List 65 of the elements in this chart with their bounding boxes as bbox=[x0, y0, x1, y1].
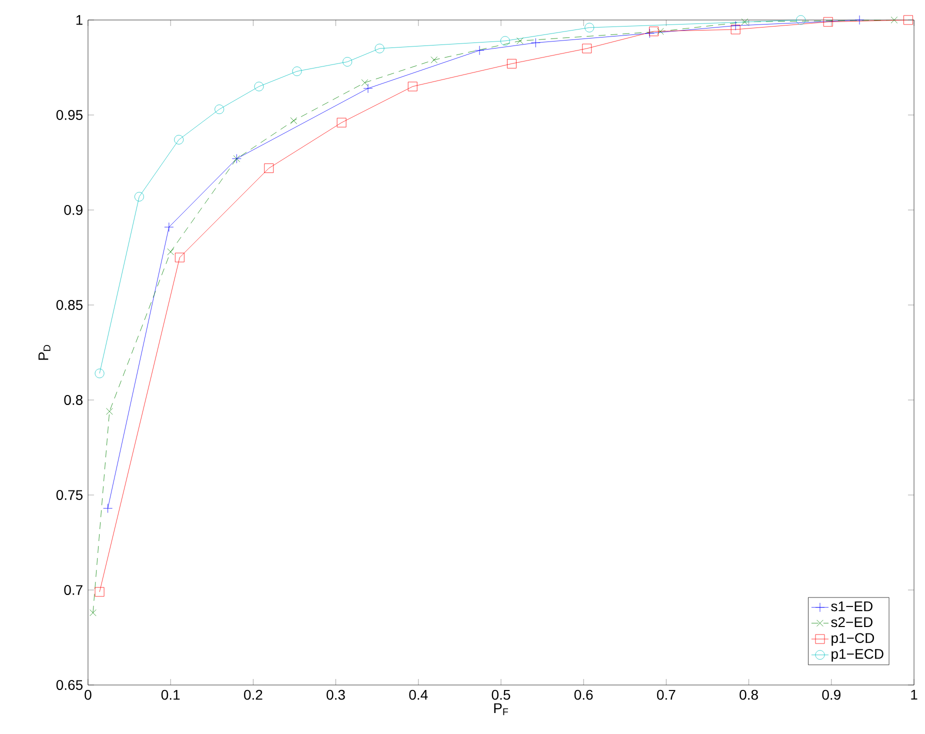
point bbox=[516, 38, 524, 44]
x-tick-label: 0.1 bbox=[161, 690, 180, 700]
point bbox=[361, 79, 368, 86]
y-axis-title: P$_{D}$ bbox=[38, 345, 50, 360]
point bbox=[103, 504, 113, 513]
point bbox=[106, 408, 113, 415]
y-tick-label: 0.8 bbox=[64, 395, 83, 405]
x-tick-label: 0.8 bbox=[740, 690, 758, 700]
x-tick-label: 0.9 bbox=[822, 690, 840, 700]
y-tick-label: 1 bbox=[76, 15, 82, 25]
point bbox=[890, 16, 898, 24]
point bbox=[164, 222, 174, 232]
y-tick-label: 0.85 bbox=[56, 300, 83, 310]
x-tick-label: 0.7 bbox=[657, 690, 676, 700]
legend-label: s1−ED bbox=[831, 601, 872, 612]
point bbox=[582, 44, 592, 54]
point bbox=[290, 117, 298, 124]
point bbox=[904, 15, 913, 25]
x-tick-label: 0.6 bbox=[574, 690, 593, 700]
point bbox=[342, 57, 352, 66]
point bbox=[292, 66, 302, 76]
point bbox=[174, 134, 184, 144]
point bbox=[584, 22, 594, 32]
point bbox=[264, 163, 274, 173]
x-tick-label: 0.2 bbox=[244, 690, 262, 700]
point bbox=[730, 24, 740, 34]
x-tick-label: 0.4 bbox=[409, 690, 428, 700]
y-tick-label: 0.65 bbox=[56, 680, 83, 690]
x-axis-title: P$_{F}$ bbox=[494, 703, 508, 716]
x-tick-label: 0.5 bbox=[492, 690, 510, 700]
point bbox=[134, 192, 144, 202]
point bbox=[167, 248, 174, 256]
legend-label: s2−ED bbox=[831, 617, 872, 628]
point bbox=[174, 252, 184, 262]
point bbox=[408, 82, 418, 92]
point bbox=[507, 59, 516, 68]
point bbox=[854, 15, 864, 25]
point bbox=[530, 38, 540, 48]
point bbox=[214, 104, 224, 114]
point bbox=[90, 609, 96, 616]
point bbox=[363, 84, 373, 94]
y-tick-label: 0.7 bbox=[64, 585, 82, 595]
point bbox=[474, 46, 484, 56]
point bbox=[823, 17, 833, 27]
y-tick-label: 0.9 bbox=[64, 205, 82, 215]
point bbox=[796, 15, 806, 25]
x-tick-label: 1 bbox=[911, 690, 918, 700]
point bbox=[741, 18, 748, 26]
point bbox=[336, 118, 346, 128]
point bbox=[254, 82, 264, 92]
x-tick-label: 0.3 bbox=[326, 690, 345, 700]
point bbox=[649, 26, 659, 36]
point bbox=[730, 20, 740, 30]
point bbox=[94, 587, 104, 597]
point bbox=[430, 56, 438, 64]
x-tick-label: 0 bbox=[84, 690, 92, 700]
point bbox=[94, 368, 104, 378]
point bbox=[657, 28, 664, 35]
point bbox=[374, 44, 384, 54]
point bbox=[500, 36, 510, 46]
legend-label: p1−CD bbox=[832, 633, 874, 646]
y-tick-label: 0.75 bbox=[56, 490, 83, 500]
legend-label: p1−ECD bbox=[832, 648, 884, 662]
point bbox=[644, 28, 654, 38]
y-tick-label: 0.95 bbox=[56, 110, 83, 120]
